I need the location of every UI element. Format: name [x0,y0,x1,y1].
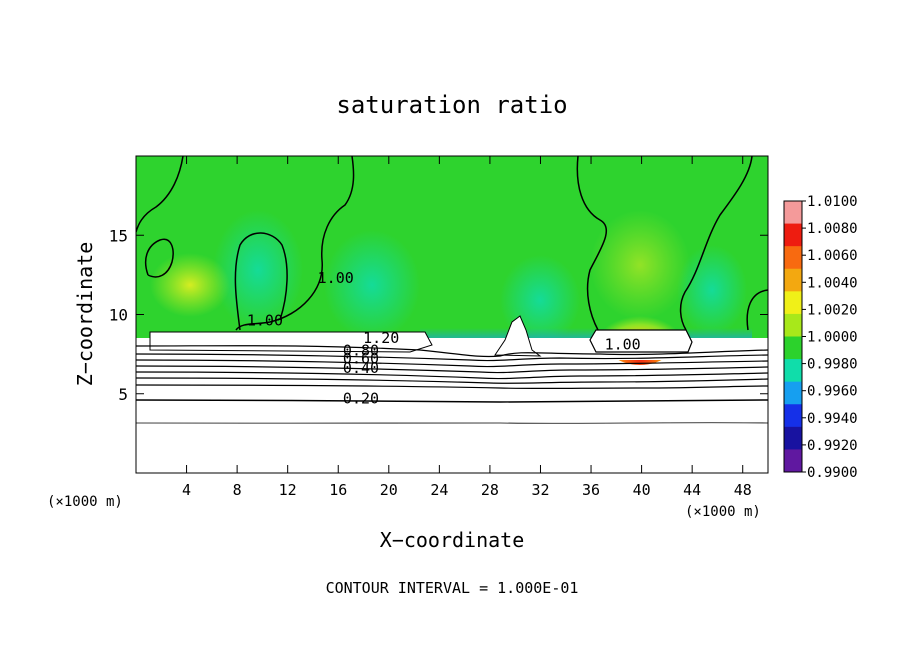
contour-label: 0.40 [343,359,379,377]
colorbar-label: 0.9900 [807,465,858,481]
x-tick-label: 12 [279,481,297,499]
x-tick-label: 48 [734,481,752,499]
contour-label-group: 1.00 1.00 1.20 1.00 0.800.600.40 0.20 [247,269,641,407]
colorbar-swatch [784,313,802,337]
plot-area [136,156,768,473]
contour-line [136,353,768,362]
contour-line [136,365,768,374]
contour-line [136,359,768,368]
contour-line [136,422,768,424]
contour-label: 1.20 [363,329,399,347]
contour-label: 1.00 [318,269,354,287]
colorbar-label: 0.9960 [807,384,858,400]
colorbar-swatch [784,381,802,405]
x-tick-label: 20 [380,481,398,499]
yellow-cell [150,253,230,317]
contour-line [136,399,768,403]
teal-cell [324,230,420,340]
y-axis-label: Z−coordinate [73,242,97,387]
colorbar-label: 0.9940 [807,411,858,427]
contour-label: 0.80 [343,342,379,360]
colorbar-label: 1.0080 [807,221,858,237]
contour-line [136,384,768,390]
colorbar-swatch [784,201,802,225]
colorbar-swatch [784,246,802,270]
y-tick-label: 10 [109,306,128,325]
x-axis-unit-right: (×1000 m) [685,504,761,520]
colorbar-swatch [784,291,802,315]
colorbar-label: 1.0040 [807,275,858,291]
colorbar-label: 1.0100 [807,194,858,210]
contour-line [144,238,174,278]
contour-line [136,371,768,380]
contour-line [746,289,768,331]
turret [494,315,542,357]
contour-lines [136,156,768,424]
colorbar-swatch [784,336,802,360]
colorbar-swatch [784,223,802,247]
x-tick-label: 40 [633,481,651,499]
x-tick-label: 16 [329,481,347,499]
contour-label: 1.00 [605,335,641,353]
teal-cell [677,245,747,335]
x-axis-unit-left: (×1000 m) [47,494,123,510]
x-tick-label: 4 [182,481,191,499]
x-axis-label: X−coordinate [380,528,525,552]
contour-line [234,232,288,331]
x-axis-ticks: 4 8 12 16 20 24 28 32 36 40 44 48 [182,156,752,499]
colorbar-label: 1.0000 [807,330,858,346]
colorbar-label: 1.0060 [807,248,858,264]
contour-line [576,156,608,331]
y-tick-label: 5 [118,385,128,404]
colorbar-swatch [784,426,802,450]
contour-line [136,345,768,358]
contour-label: 0.60 [343,350,379,368]
contour-interval-note: CONTOUR INTERVAL = 1.000E-01 [326,579,579,597]
colorbar-swatch [784,359,802,383]
x-tick-label: 36 [582,481,600,499]
colorbar-label: 1.0020 [807,302,858,318]
contour-label: 1.00 [247,312,283,330]
colorbar-swatch [784,449,802,473]
chart-title: saturation ratio [336,91,567,119]
y-tick-label: 15 [109,226,128,245]
contour-line [235,156,355,331]
y-axis-ticks: 5 10 15 [109,226,768,404]
colorbar-label: 0.9920 [807,438,858,454]
contour-line [679,156,753,331]
contour-label: 0.20 [343,389,379,407]
contour-line [136,377,768,384]
teal-cell [213,210,303,330]
x-tick-label: 28 [481,481,499,499]
colorbar-label: 0.9980 [807,357,858,373]
colorbar-swatch [784,268,802,292]
yellow-cell [590,210,690,320]
colorbar: 1.0100 1.0080 1.0060 1.0040 1.0020 1.0000 0.99… [783,194,858,481]
x-tick-label: 8 [233,481,242,499]
colorbar-swatch [784,404,802,428]
x-tick-label: 32 [531,481,549,499]
x-tick-label: 44 [683,481,701,499]
contour-line [136,156,184,233]
x-tick-label: 24 [430,481,448,499]
